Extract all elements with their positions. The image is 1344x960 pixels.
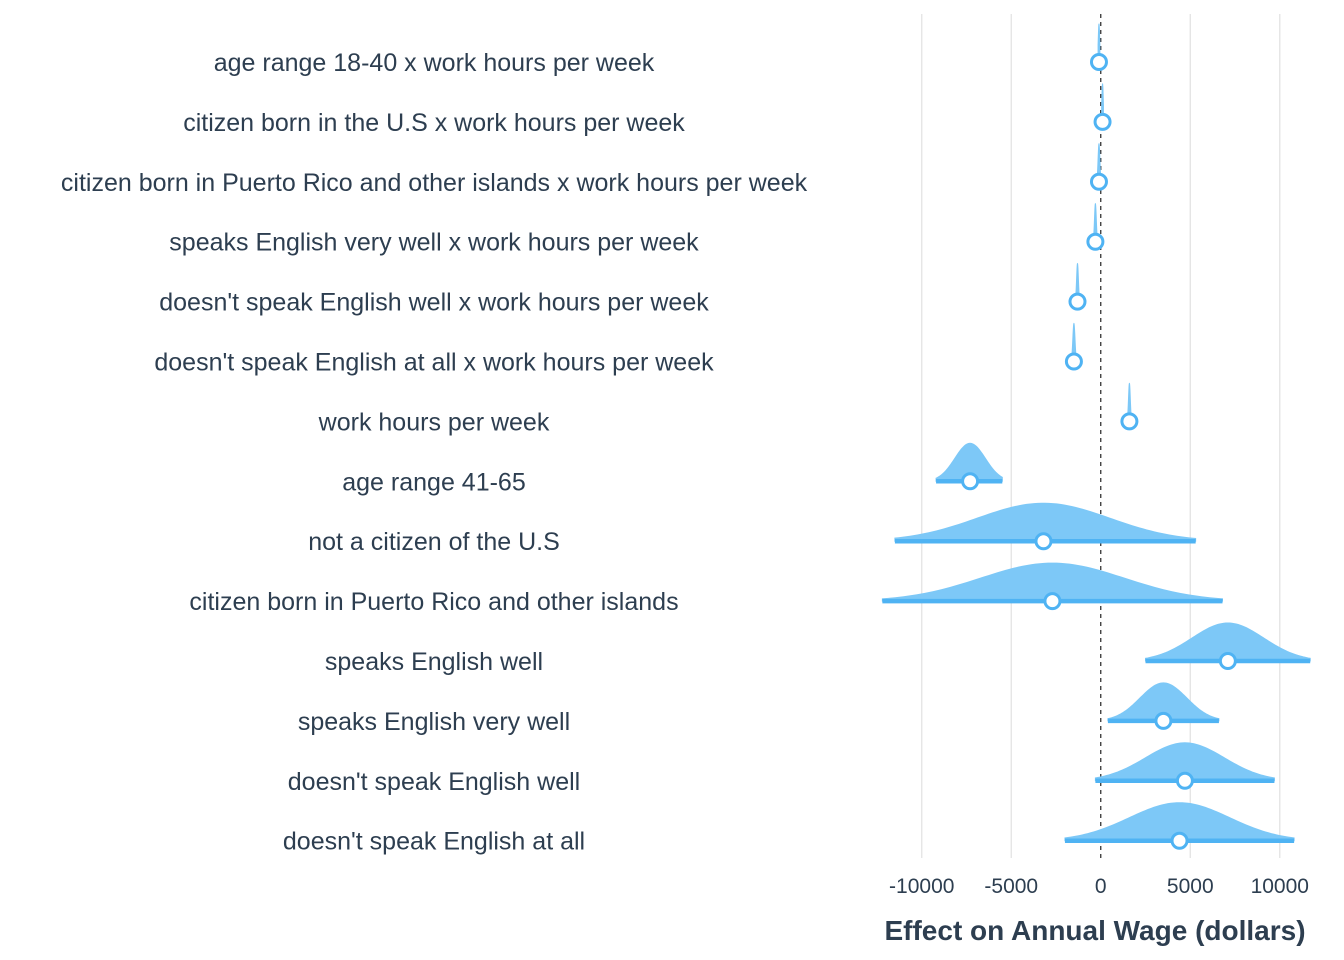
density-ridge xyxy=(935,442,1003,491)
density-area xyxy=(1107,682,1220,722)
density-ridge xyxy=(1068,262,1087,311)
density-ridge xyxy=(1145,622,1311,670)
row-label: speaks English very well x work hours pe… xyxy=(169,229,699,257)
row-label: speaks English well xyxy=(325,648,543,676)
point-estimate xyxy=(1089,53,1108,71)
density-area xyxy=(1127,382,1132,422)
point-estimate xyxy=(1068,292,1087,311)
x-tick-label: 10000 xyxy=(1251,875,1309,898)
row-label: doesn't speak English well x work hours … xyxy=(159,289,709,317)
row-label: doesn't speak English at all xyxy=(283,828,585,856)
row-label: citizen born in the U.S x work hours per… xyxy=(183,109,685,137)
point-estimate xyxy=(1089,172,1108,191)
density-area xyxy=(1093,202,1098,243)
point-estimate xyxy=(961,472,980,491)
row-label: speaks English very well xyxy=(298,708,570,736)
density-ridge xyxy=(1064,322,1083,371)
point-estimate xyxy=(1093,112,1112,131)
density-ridge xyxy=(1089,23,1108,71)
point-estimate xyxy=(1120,412,1139,431)
point-estimate xyxy=(1170,831,1189,850)
point-estimate xyxy=(1043,592,1062,611)
point-estimate xyxy=(1064,352,1083,371)
density-ridge xyxy=(1094,742,1275,790)
density-layer xyxy=(881,23,1311,850)
density-area xyxy=(1101,83,1104,123)
row-label: doesn't speak English at all x work hour… xyxy=(154,349,714,377)
row-label: citizen born in Puerto Rico and other is… xyxy=(189,588,678,616)
density-area xyxy=(1145,622,1311,662)
density-ridge xyxy=(881,562,1223,611)
point-estimate xyxy=(1086,232,1105,251)
row-label: age range 18-40 x work hours per week xyxy=(214,49,655,77)
density-ridge xyxy=(1107,682,1220,730)
x-tick-label: 0 xyxy=(1095,875,1107,898)
density-ridge xyxy=(894,502,1197,551)
density-area xyxy=(935,442,1003,482)
density-ridge xyxy=(1086,202,1105,251)
density-ridge xyxy=(1120,382,1139,431)
density-area xyxy=(881,562,1223,602)
density-ridge xyxy=(1064,802,1295,850)
row-label: citizen born in Puerto Rico and other is… xyxy=(61,169,808,197)
point-estimate xyxy=(1154,711,1173,730)
x-tick-label: -5000 xyxy=(984,875,1038,898)
density-ridge xyxy=(1093,83,1112,131)
point-estimate xyxy=(1034,532,1053,551)
grid-layer xyxy=(921,14,1281,858)
row-label-layer: age range 18-40 x work hours per week cit… xyxy=(61,49,808,856)
row-label: doesn't speak English well xyxy=(288,768,580,796)
row-label: work hours per week xyxy=(318,408,550,436)
x-tick-label: -10000 xyxy=(889,875,954,898)
x-tick-label: 5000 xyxy=(1167,875,1214,898)
density-ridge xyxy=(1089,143,1108,191)
density-area xyxy=(1075,262,1080,303)
density-area xyxy=(1064,802,1295,842)
x-axis-title: Effect on Annual Wage (dollars) xyxy=(884,915,1305,946)
point-estimate xyxy=(1218,652,1237,670)
density-area xyxy=(1097,23,1101,63)
density-area xyxy=(1094,742,1275,782)
row-label: not a citizen of the U.S xyxy=(308,528,560,556)
density-area xyxy=(894,502,1197,542)
point-estimate xyxy=(1175,771,1194,790)
row-label: age range 41-65 xyxy=(342,468,525,496)
x-tick-layer: -10000 -5000 0 5000 10000 xyxy=(889,875,1309,898)
density-area xyxy=(1096,143,1102,183)
